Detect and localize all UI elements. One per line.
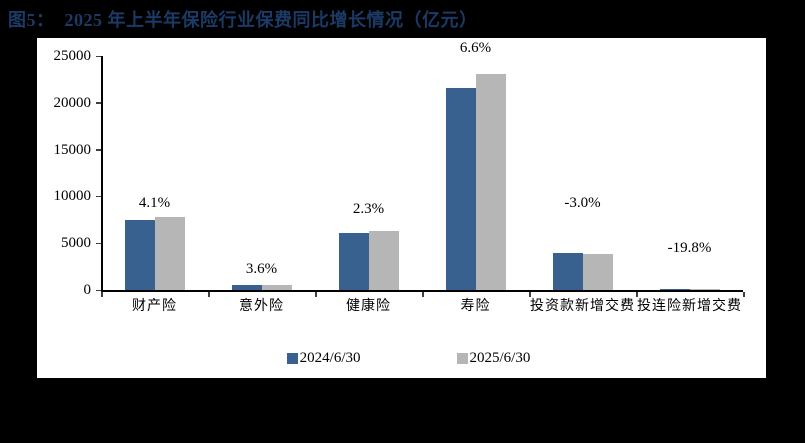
bar-2025 (689, 288, 720, 290)
growth-label: 3.6% (245, 260, 278, 277)
bar-2024 (552, 252, 583, 290)
y-axis-tick (96, 195, 101, 198)
bar-2025 (582, 253, 613, 290)
chart-legend: 2024/6/30 2025/6/30 (37, 350, 766, 366)
bar-2024 (445, 87, 476, 290)
y-axis-tick-label: 15000 (53, 141, 92, 158)
bar-2024 (659, 288, 690, 290)
x-axis-tick (636, 292, 638, 297)
y-axis-tick-label: 0 (83, 282, 92, 298)
legend-label: 2024/6/30 (299, 350, 361, 366)
x-axis-line (101, 290, 743, 292)
figure-number-label: 图5： (8, 10, 55, 30)
legend-item: 2025/6/30 (456, 350, 531, 366)
bar-2025 (368, 231, 399, 290)
y-axis-tick-label: 10000 (53, 188, 92, 205)
x-axis-category-label: 投连险新增交费 (637, 299, 742, 314)
y-axis-tick (96, 149, 101, 151)
legend-label: 2025/6/30 (469, 350, 531, 366)
growth-label: 4.1% (138, 194, 171, 211)
legend-item: 2024/6/30 (286, 350, 361, 366)
legend-swatch-icon (286, 352, 298, 364)
x-axis-tick (529, 292, 531, 297)
growth-label: -3.0% (564, 194, 601, 211)
growth-label: -19.8% (667, 239, 712, 256)
y-axis-tick-label: 25000 (53, 48, 92, 64)
bar-2024 (124, 219, 155, 290)
figure-title: 图5： 2025 年上半年保险行业保费同比增长情况（亿元） (8, 6, 478, 32)
y-axis-tick (96, 242, 101, 245)
x-axis-category-label: 意外险 (239, 299, 284, 314)
figure-title-text: 2025 年上半年保险行业保费同比增长情况（亿元） (64, 10, 478, 30)
growth-label: 2.3% (352, 201, 385, 218)
y-axis-tick-label: 5000 (61, 235, 91, 252)
x-axis-category-label: 健康险 (346, 299, 391, 314)
bar-2024 (338, 232, 369, 290)
x-axis-tick (208, 292, 210, 297)
x-axis-category-label: 财产险 (132, 299, 177, 314)
bar-2025 (475, 74, 506, 290)
chart-panel: 0 5000 10000 15000 20000 25000 4.1% 财产险 3.6% 意外险 2… (37, 38, 766, 378)
bar-2025 (154, 216, 185, 290)
x-axis-tick (743, 292, 745, 297)
bar-2025 (261, 284, 292, 290)
legend-swatch-icon (456, 352, 468, 364)
x-axis-tick (422, 292, 424, 297)
y-axis-line (101, 56, 103, 292)
y-axis-tick (96, 289, 101, 291)
y-axis-tick (96, 55, 101, 57)
y-axis-tick-label: 20000 (53, 94, 92, 111)
bar-2024 (231, 284, 262, 290)
x-axis-category-label: 寿险 (460, 299, 491, 314)
y-axis-tick (96, 102, 101, 104)
x-axis-category-label: 投资款新增交费 (530, 299, 635, 314)
x-axis-tick (315, 292, 317, 297)
growth-label: 6.6% (459, 40, 492, 57)
x-axis-tick (101, 292, 103, 297)
